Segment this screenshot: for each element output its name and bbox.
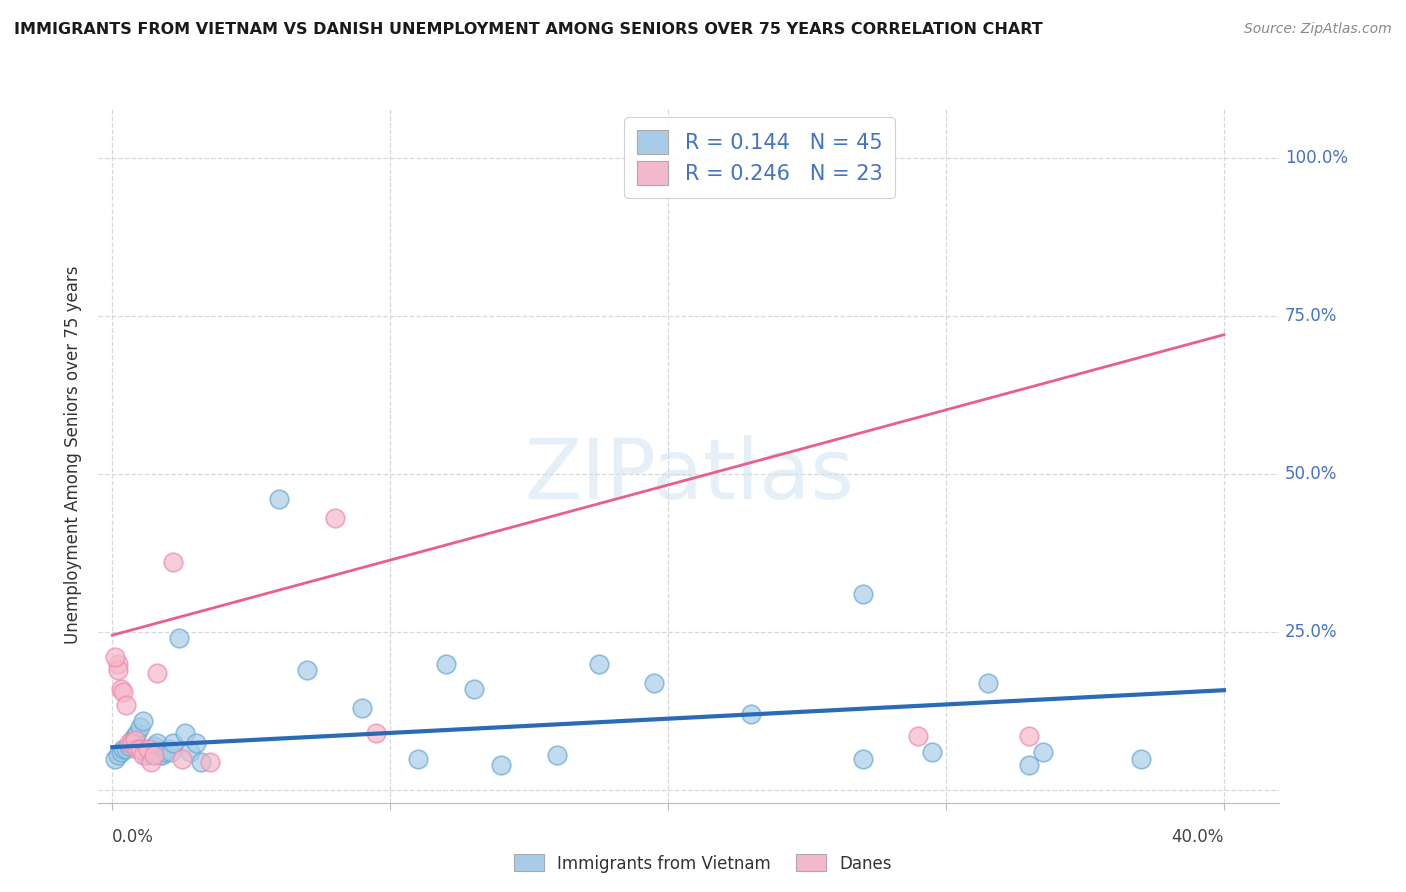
Point: [115, 698, 138, 712]
Point: [1032, 745, 1054, 759]
Point: [138, 745, 160, 759]
Point: [1018, 757, 1040, 772]
Point: [852, 751, 875, 765]
Legend: Immigrants from Vietnam, Danes: Immigrants from Vietnam, Danes: [508, 847, 898, 880]
Point: [1129, 751, 1152, 765]
Text: 50.0%: 50.0%: [1285, 465, 1337, 483]
Point: [352, 701, 374, 715]
Point: [198, 755, 221, 769]
Point: [135, 748, 157, 763]
Point: [138, 742, 160, 756]
Point: [146, 666, 169, 681]
Point: [121, 732, 143, 747]
Point: [159, 745, 181, 759]
Point: [463, 681, 485, 696]
Point: [104, 751, 127, 765]
Point: [112, 742, 135, 756]
Point: [366, 726, 388, 740]
Text: ZIPatlas: ZIPatlas: [524, 435, 853, 516]
Point: [162, 736, 184, 750]
Point: [121, 736, 143, 750]
Point: [170, 751, 193, 765]
Point: [588, 657, 610, 671]
Point: [107, 663, 129, 677]
Point: [173, 726, 195, 740]
Point: [740, 707, 762, 722]
Point: [162, 556, 184, 570]
Point: [546, 748, 568, 763]
Point: [143, 748, 166, 763]
Point: [118, 736, 141, 750]
Point: [179, 745, 201, 759]
Point: [434, 657, 457, 671]
Point: [146, 736, 169, 750]
Point: [167, 632, 190, 646]
Point: [184, 736, 207, 750]
Point: [153, 745, 176, 759]
Point: [104, 650, 127, 665]
Text: IMMIGRANTS FROM VIETNAM VS DANISH UNEMPLOYMENT AMONG SENIORS OVER 75 YEARS CORRE: IMMIGRANTS FROM VIETNAM VS DANISH UNEMPL…: [14, 22, 1043, 37]
Point: [127, 726, 149, 740]
Point: [907, 730, 929, 744]
Point: [976, 675, 998, 690]
Text: Source: ZipAtlas.com: Source: ZipAtlas.com: [1244, 22, 1392, 37]
Point: [1018, 730, 1040, 744]
Point: [323, 511, 346, 525]
Point: [110, 681, 132, 696]
Point: [132, 748, 155, 763]
Text: 25.0%: 25.0%: [1285, 623, 1337, 641]
Point: [295, 663, 318, 677]
Text: 0.0%: 0.0%: [112, 828, 155, 847]
Text: 100.0%: 100.0%: [1285, 149, 1348, 167]
Point: [921, 745, 943, 759]
Point: [118, 739, 141, 753]
Point: [190, 755, 212, 769]
Legend: R = 0.144   N = 45, R = 0.246   N = 23: R = 0.144 N = 45, R = 0.246 N = 23: [624, 118, 896, 198]
Point: [156, 742, 179, 756]
Point: [129, 720, 152, 734]
Text: 75.0%: 75.0%: [1285, 307, 1337, 325]
Point: [127, 742, 149, 756]
Point: [143, 739, 166, 753]
Point: [132, 714, 155, 728]
Point: [643, 675, 665, 690]
Point: [141, 742, 163, 756]
Point: [491, 757, 513, 772]
Y-axis label: Unemployment Among Seniors over 75 years: Unemployment Among Seniors over 75 years: [65, 266, 83, 644]
Point: [124, 732, 146, 747]
Point: [150, 748, 173, 763]
Text: 40.0%: 40.0%: [1171, 828, 1223, 847]
Point: [110, 745, 132, 759]
Point: [852, 587, 875, 601]
Point: [124, 730, 146, 744]
Point: [115, 742, 138, 756]
Point: [141, 755, 163, 769]
Point: [112, 685, 135, 699]
Point: [107, 657, 129, 671]
Point: [107, 748, 129, 763]
Point: [406, 751, 429, 765]
Point: [148, 748, 170, 763]
Point: [129, 742, 152, 756]
Point: [267, 492, 290, 507]
